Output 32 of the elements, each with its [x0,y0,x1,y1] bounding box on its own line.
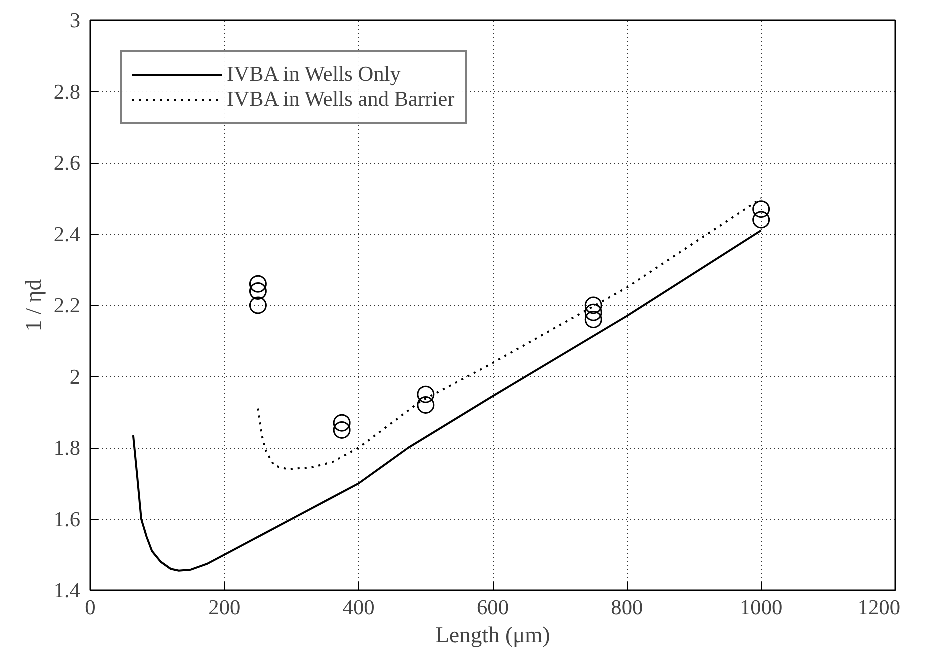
legend-label: IVBA in Wells Only [227,62,401,87]
x-tick-label: 800 [611,596,644,620]
point [752,200,770,218]
point [249,282,267,300]
point [584,296,602,314]
y-tick-label: 1.4 [54,578,81,602]
x-tick-label: 600 [477,596,510,620]
point [249,275,267,293]
y-tick-label: 1.6 [54,507,81,532]
x-tick-label: 400 [342,596,375,620]
x-tick-label: 0 [85,596,96,620]
x-axis-title: Length (μm) [436,622,550,648]
y-tick-label: 2 [70,364,81,389]
y-tick-label: 2.6 [54,151,81,175]
x-tick-label: 1000 [740,596,783,620]
point [752,211,770,229]
y-tick-label: 3 [70,8,81,32]
point [417,386,435,404]
y-tick-label: 2.8 [54,80,81,104]
y-tick-label: 1.8 [54,436,81,460]
y-axis-title: 1 / ηd [20,278,46,332]
point [249,296,267,314]
legend-label: IVBA in Wells and Barrier [227,87,455,112]
y-tick-label: 2.4 [54,222,81,246]
x-tick-label: 200 [208,596,241,620]
point [417,396,435,414]
point [584,304,602,322]
point [333,414,351,432]
point [333,421,351,439]
y-tick-label: 2.2 [54,294,81,318]
point [584,311,602,328]
x-tick-label: 1200 [858,596,900,620]
